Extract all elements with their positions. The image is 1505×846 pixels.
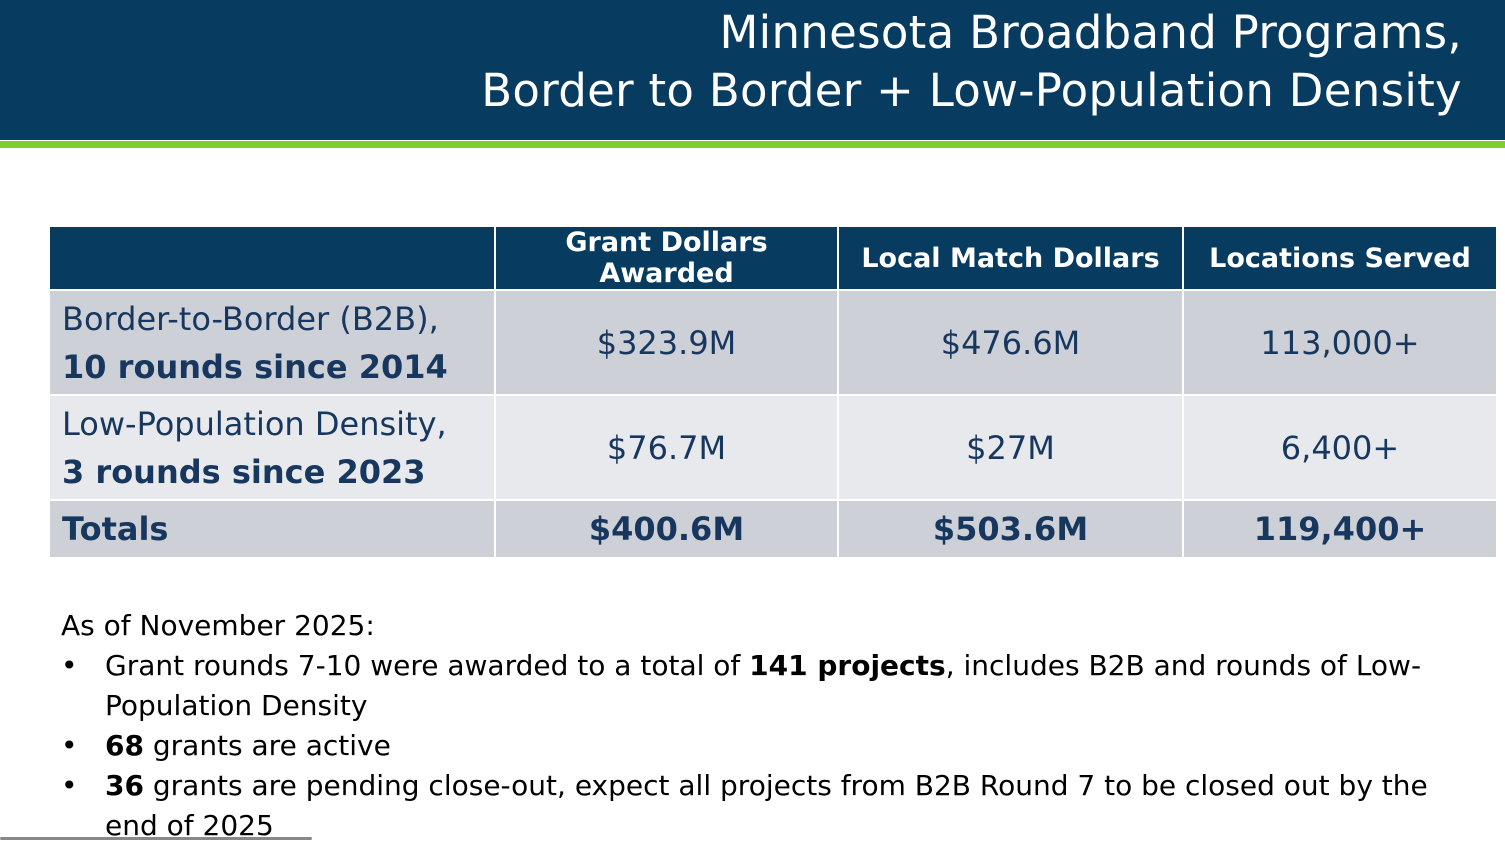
row-label-name: Low-Population Density, xyxy=(62,404,447,443)
match-total: $503.6M xyxy=(837,499,1184,559)
header-blank xyxy=(48,225,496,291)
match-cell: $27M xyxy=(837,394,1184,501)
title-line-1: Minnesota Broadband Programs, xyxy=(719,6,1462,59)
header-grant: Grant Dollars Awarded xyxy=(494,225,839,291)
slide-title: Minnesota Broadband Programs, Border to … xyxy=(481,4,1462,120)
notes: As of November 2025: • Grant rounds 7-10 … xyxy=(61,606,1481,846)
totals-row: Totals $400.6M $503.6M 119,400+ xyxy=(48,499,1498,559)
row-label-rounds: 10 rounds since 2014 xyxy=(62,347,448,386)
bullet-icon: • xyxy=(61,769,78,802)
grant-cell: $323.9M xyxy=(494,289,839,396)
locations-cell: 6,400+ xyxy=(1182,394,1498,501)
row-label-rounds: 3 rounds since 2023 xyxy=(62,452,426,491)
row-label: Low-Population Density, 3 rounds since 20… xyxy=(48,394,496,501)
match-cell: $476.6M xyxy=(837,289,1184,396)
note-text: grants are pending close-out, expect all… xyxy=(105,769,1428,842)
note-item: • 68 grants are active xyxy=(61,726,1481,766)
locations-cell: 113,000+ xyxy=(1182,289,1498,396)
note-item: • Grant rounds 7-10 were awarded to a tot… xyxy=(61,646,1481,726)
table-row: Low-Population Density, 3 rounds since 20… xyxy=(48,394,1498,501)
notes-list: • Grant rounds 7-10 were awarded to a tot… xyxy=(61,646,1481,846)
locations-total: 119,400+ xyxy=(1182,499,1498,559)
note-text: Grant rounds 7-10 were awarded to a tota… xyxy=(105,649,750,682)
header-locations: Locations Served xyxy=(1182,225,1498,291)
header-match: Local Match Dollars xyxy=(837,225,1184,291)
broadband-table: Grant Dollars Awarded Local Match Dollar… xyxy=(48,225,1498,559)
bullet-icon: • xyxy=(61,649,78,682)
note-item: • 36 grants are pending close-out, expect… xyxy=(61,766,1481,846)
note-text: , includes B2B and rounds of Low-Populat… xyxy=(105,649,1422,722)
note-text: grants are active xyxy=(143,729,391,762)
table-row: Border-to-Border (B2B), 10 rounds since 2… xyxy=(48,289,1498,396)
totals-label: Totals xyxy=(48,499,496,559)
grant-total: $400.6M xyxy=(494,499,839,559)
note-bold: 36 xyxy=(105,769,144,802)
notes-intro: As of November 2025: xyxy=(61,609,375,642)
note-bold: 68 xyxy=(105,729,144,762)
note-bold: 141 projects xyxy=(749,649,946,682)
slide-header: Minnesota Broadband Programs, Border to … xyxy=(0,0,1505,140)
title-line-2: Border to Border + Low-Population Densit… xyxy=(481,64,1462,117)
horizontal-scrollbar[interactable] xyxy=(0,837,312,840)
bullet-icon: • xyxy=(61,729,78,762)
accent-stripe xyxy=(0,141,1505,148)
row-label-name: Border-to-Border (B2B), xyxy=(62,299,439,338)
table-header-row: Grant Dollars Awarded Local Match Dollar… xyxy=(48,225,1498,291)
grant-cell: $76.7M xyxy=(494,394,839,501)
row-label: Border-to-Border (B2B), 10 rounds since 2… xyxy=(48,289,496,396)
